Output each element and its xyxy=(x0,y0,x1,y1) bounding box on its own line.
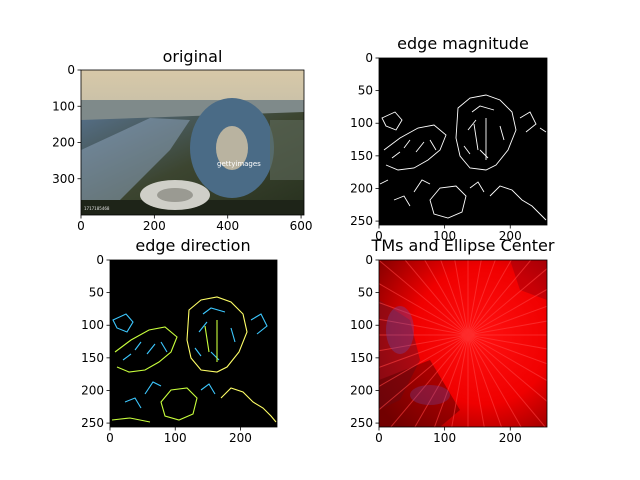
y-tick-label: 0 xyxy=(67,63,75,77)
y-tick-label: 250 xyxy=(350,416,373,430)
streak-line xyxy=(451,334,469,427)
y-tick-label: 100 xyxy=(350,116,373,130)
y-tick-label: 100 xyxy=(350,318,373,332)
streak-line xyxy=(467,334,546,427)
streak-line xyxy=(467,260,482,336)
panel-tms-ellipse-center: TMs and Ellipse Center 0 100 200 0 50 100 150 2… xyxy=(350,236,555,445)
axes-frame xyxy=(378,57,548,226)
y-tick-label: 200 xyxy=(350,181,373,195)
axes-frame xyxy=(378,259,548,428)
y-tick-label: 150 xyxy=(350,149,373,163)
x-tick-label: 200 xyxy=(229,431,252,445)
magnitude-edges xyxy=(379,94,547,221)
subplot-title: edge magnitude xyxy=(397,34,529,53)
streak-line xyxy=(467,334,547,382)
y-tick-label: 100 xyxy=(81,318,104,332)
x-tick-label: 0 xyxy=(375,229,383,243)
streak-line xyxy=(404,260,469,336)
y-tick-label: 0 xyxy=(96,253,104,267)
y-tick-label: 0 xyxy=(365,51,373,65)
y-tick-label: 300 xyxy=(52,172,75,186)
panel-edge-direction: edge direction 0 100 200 0 50 100 150 200 250 xyxy=(81,236,278,445)
streak-line xyxy=(467,334,485,427)
y-tick-label: 50 xyxy=(358,286,373,300)
y-tick-label: 150 xyxy=(81,351,104,365)
streak-line xyxy=(467,288,547,336)
streak-line xyxy=(379,334,469,387)
y-tick-label: 250 xyxy=(81,416,104,430)
x-tick-label: 400 xyxy=(216,219,239,233)
direction-image xyxy=(110,260,277,427)
streak-line xyxy=(467,334,522,427)
streak-line xyxy=(467,334,547,365)
streak-line xyxy=(379,302,469,336)
subplot-title: TMs and Ellipse Center xyxy=(371,236,555,255)
tms-image xyxy=(379,260,547,427)
corner-label-text: 1717185468 xyxy=(84,206,110,211)
streak-line xyxy=(467,260,512,336)
streak-line xyxy=(379,260,469,336)
subplot-title: edge direction xyxy=(135,236,250,255)
streak-line xyxy=(467,334,503,427)
direction-edges xyxy=(111,296,277,423)
watermark-text: gettyimages xyxy=(217,160,261,168)
x-tick-label: 0 xyxy=(106,431,114,445)
x-tick-label: 200 xyxy=(499,229,522,243)
y-tick-label: 100 xyxy=(52,99,75,113)
y-tick-label: 200 xyxy=(81,383,104,397)
x-tick-label: 100 xyxy=(164,431,187,445)
streak-line xyxy=(467,260,532,336)
y-tick-label: 50 xyxy=(89,286,104,300)
axes-frame xyxy=(109,259,278,428)
streak-line xyxy=(433,334,469,427)
streak-line xyxy=(467,260,496,336)
streak-line xyxy=(454,260,469,336)
streak-line xyxy=(467,334,547,402)
streak-line xyxy=(467,268,547,336)
streak-line xyxy=(379,334,469,368)
streak-line xyxy=(424,260,469,336)
y-tick-label: 200 xyxy=(52,136,75,150)
streak-line xyxy=(440,260,469,336)
streak-line xyxy=(379,283,469,336)
y-tick-label: 200 xyxy=(350,383,373,397)
y-tick-label: 250 xyxy=(350,214,373,228)
subplot-title: original xyxy=(163,47,223,66)
streak-line xyxy=(467,305,547,336)
x-tick-label: 0 xyxy=(77,219,85,233)
panel-edge-magnitude: edge magnitude 0 100 200 0 50 100 150 200 250 xyxy=(350,34,548,243)
streak-line xyxy=(379,318,469,336)
x-tick-label: 600 xyxy=(290,219,313,233)
x-tick-label: 200 xyxy=(499,431,522,445)
panel-original: gettyimages 1717185468 original 0 200 400 6… xyxy=(52,47,312,233)
y-tick-label: 150 xyxy=(350,351,373,365)
streak-line xyxy=(414,334,469,427)
streak-line xyxy=(379,334,469,352)
x-tick-label: 100 xyxy=(433,229,456,243)
y-tick-label: 50 xyxy=(358,84,373,98)
streak-line xyxy=(467,320,547,336)
streak-line xyxy=(390,334,469,427)
x-tick-label: 0 xyxy=(375,431,383,445)
streak-line xyxy=(467,334,547,350)
streak-line xyxy=(379,334,469,411)
y-tick-label: 0 xyxy=(365,253,373,267)
x-tick-label: 100 xyxy=(433,431,456,445)
x-tick-label: 200 xyxy=(143,219,166,233)
original-image xyxy=(81,70,304,215)
